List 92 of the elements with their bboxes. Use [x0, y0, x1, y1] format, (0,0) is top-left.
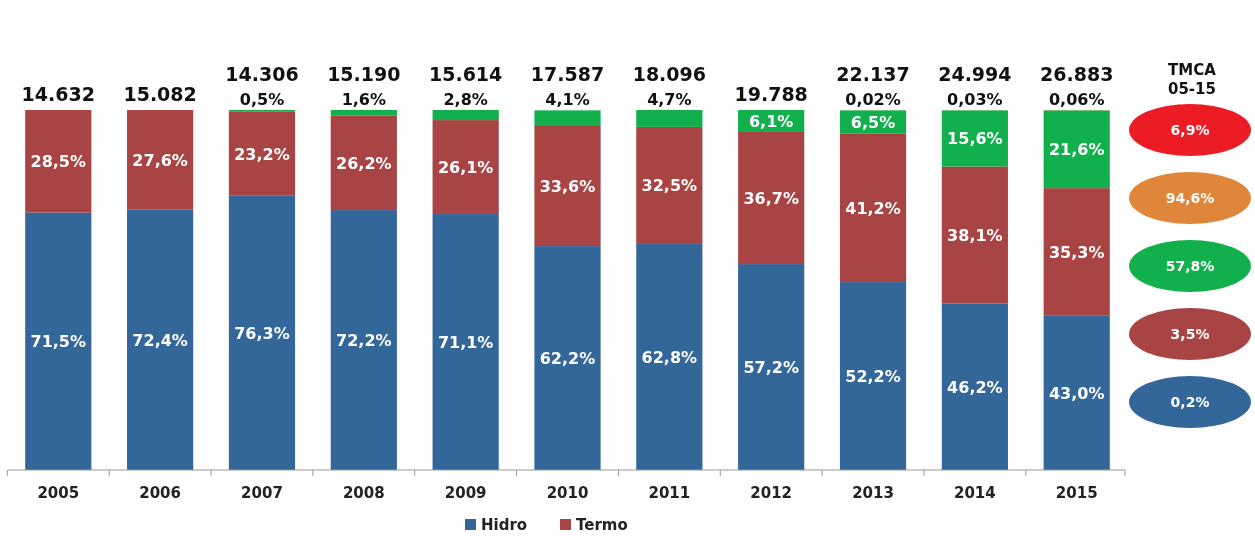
bar	[534, 110, 601, 126]
data-label: 6,5%	[850, 113, 896, 133]
data-label: 0,5%	[239, 90, 285, 109]
bar	[330, 110, 397, 116]
bar	[228, 111, 296, 196]
bar	[330, 115, 397, 211]
bar	[941, 110, 1008, 167]
data-label: 62,2%	[539, 349, 596, 369]
text: 15.614	[428, 63, 503, 85]
text: 57,8%	[1165, 258, 1215, 274]
data-label: 41,2%	[845, 198, 901, 218]
bar	[534, 246, 601, 470]
text: 15.190	[327, 63, 401, 85]
data-label: 71,1%	[437, 333, 494, 353]
x-tick-label: 2014	[954, 484, 996, 502]
data-label: 26,2%	[336, 153, 392, 173]
bar	[228, 195, 296, 470]
bar	[127, 209, 194, 470]
text: 24.994	[938, 63, 1012, 86]
x-tick-label: 2008	[342, 484, 385, 502]
text: 14.306	[225, 63, 299, 85]
bar	[25, 110, 92, 213]
data-label: 15,6%	[947, 129, 1003, 149]
bar	[330, 210, 397, 470]
text: 3,5%	[1170, 326, 1210, 342]
text: 26.883	[1040, 63, 1114, 86]
bar	[941, 303, 1008, 470]
data-label: 28,5%	[30, 152, 87, 172]
text: 18.096	[632, 63, 707, 85]
bar	[636, 126, 703, 244]
bar	[1043, 188, 1110, 316]
data-label: 43,0%	[1048, 383, 1105, 403]
bar	[1043, 110, 1110, 189]
bar	[1043, 315, 1110, 470]
bar	[941, 166, 1008, 304]
data-label: 72,2%	[336, 331, 392, 351]
data-label: 46,2%	[947, 377, 1003, 397]
data-label: 23,2%	[234, 144, 290, 164]
bar	[839, 133, 907, 283]
bar	[432, 110, 499, 121]
x-tick-label: 2010	[546, 484, 589, 502]
data-label: 36,7%	[743, 189, 799, 209]
data-label: 4,7%	[647, 90, 692, 109]
data-label: 38,1%	[947, 226, 1003, 246]
bar	[432, 120, 499, 215]
x-tick-label: 2015	[1055, 484, 1098, 502]
data-label: 2,8%	[443, 90, 488, 109]
data-label: 52,2%	[845, 367, 901, 387]
text: 15.082	[123, 83, 197, 105]
data-label: 76,3%	[234, 323, 290, 343]
data-label: 35,3%	[1048, 242, 1105, 262]
text: 6,9%	[1170, 122, 1210, 138]
bar	[738, 131, 805, 265]
data-label: 0,06%	[1048, 90, 1105, 110]
text: 17.587	[530, 63, 605, 86]
text: TMCA 05-15	[1168, 61, 1217, 98]
x-tick-label: 2012	[750, 484, 793, 502]
data-label: 21,6%	[1048, 140, 1105, 160]
data-label: 26,1%	[437, 158, 494, 178]
x-tick-label: 2007	[241, 484, 283, 502]
data-label: 0,02%	[845, 90, 901, 110]
data-label: 32,5%	[641, 176, 698, 196]
data-label: 4,1%	[545, 90, 590, 110]
x-tick-label: 2009	[444, 484, 487, 502]
text: 14.632	[21, 83, 95, 105]
bar	[738, 264, 805, 470]
data-label: 0,03%	[947, 90, 1003, 110]
x-tick-label: 2011	[648, 484, 691, 502]
legend-label: Termo	[576, 516, 628, 534]
x-tick-label: 2005	[37, 484, 80, 502]
bar	[432, 214, 499, 470]
text: 22.137	[836, 63, 910, 86]
text: 0,2%	[1170, 394, 1210, 410]
bar	[839, 282, 907, 470]
bar	[636, 243, 703, 470]
x-tick-label: 2013	[852, 484, 894, 502]
bar	[636, 110, 703, 127]
text: 94,6%	[1165, 190, 1215, 206]
x-tick-label: 2006	[139, 484, 181, 502]
data-label: 72,4%	[132, 330, 188, 350]
data-label: 62,8%	[641, 347, 698, 367]
legend-label: Hidro	[481, 516, 528, 534]
data-label: 27,6%	[132, 150, 188, 170]
data-label: 71,5%	[30, 332, 87, 352]
data-label: 57,2%	[743, 358, 799, 378]
text: 19.788	[734, 83, 808, 105]
bar	[25, 212, 92, 470]
data-label: 1,6%	[341, 90, 386, 109]
bar	[127, 110, 194, 210]
data-label: 33,6%	[539, 176, 596, 196]
data-label: 6,1%	[749, 111, 794, 131]
bar	[534, 125, 601, 247]
